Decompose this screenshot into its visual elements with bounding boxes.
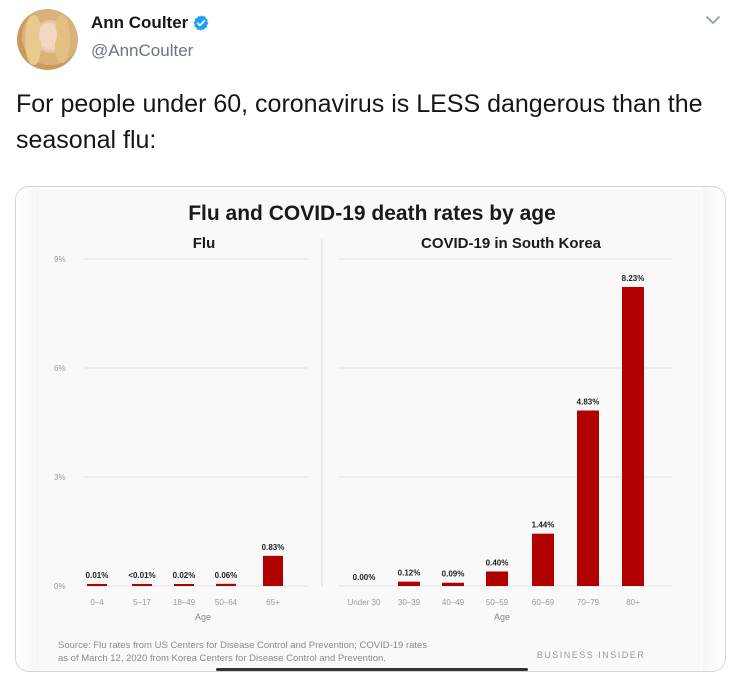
x-tick-label: 65+ bbox=[266, 598, 280, 607]
x-tick-label: 70–79 bbox=[577, 598, 600, 607]
y-tick-label: 0% bbox=[54, 582, 66, 591]
data-label: 0.09% bbox=[442, 570, 465, 579]
x-tick-label: Under 30 bbox=[348, 598, 381, 607]
tweet-media-image[interactable]: Flu and COVID-19 death rates by age Flu … bbox=[15, 186, 726, 672]
x-tick-label: 18–49 bbox=[173, 598, 196, 607]
x-tick-label: 30–39 bbox=[398, 598, 421, 607]
y-tick-label: 9% bbox=[54, 255, 66, 264]
x-tick-label: 5–17 bbox=[133, 598, 151, 607]
bar bbox=[263, 555, 283, 586]
bar bbox=[486, 571, 508, 586]
tweet-text: For people under 60, coronavirus is LESS… bbox=[16, 90, 703, 154]
display-name[interactable]: Ann Coulter bbox=[91, 13, 189, 32]
y-tick-label: 6% bbox=[54, 364, 66, 373]
bar bbox=[174, 584, 194, 586]
chevron-down-icon[interactable] bbox=[705, 14, 721, 26]
chart-title: Flu and COVID-19 death rates by age bbox=[188, 202, 556, 225]
bar bbox=[398, 581, 420, 586]
data-label: 0.40% bbox=[486, 558, 509, 567]
x-axis-label: Age bbox=[195, 612, 211, 622]
brand-logo: BUSINESS INSIDER bbox=[537, 650, 646, 660]
data-label: 8.23% bbox=[622, 274, 645, 283]
data-label: <0.01% bbox=[128, 571, 155, 580]
bar bbox=[216, 583, 236, 586]
avatar-hair bbox=[25, 15, 41, 65]
death-rate-chart: Flu and COVID-19 death rates by age Flu … bbox=[54, 202, 672, 664]
chart-source-line-2: as of March 12, 2020 from Korea Centers … bbox=[58, 653, 386, 664]
x-tick-label: 50–64 bbox=[215, 598, 238, 607]
user-handle[interactable]: @AnnCoulter bbox=[91, 41, 194, 60]
media-scroll-indicator bbox=[216, 668, 528, 671]
x-tick-label: 50–59 bbox=[486, 598, 509, 607]
data-label: 4.83% bbox=[577, 398, 600, 407]
chart-source-line-1: Source: Flu rates from US Centers for Di… bbox=[58, 640, 427, 651]
data-label: 0.12% bbox=[398, 569, 421, 578]
bar bbox=[132, 584, 152, 586]
avatar-hair bbox=[55, 15, 70, 63]
avatar-face bbox=[39, 23, 57, 47]
x-axis-label: Age bbox=[494, 612, 510, 622]
panel-title-covid: COVID-19 in South Korea bbox=[421, 235, 602, 252]
x-tick-label: 0–4 bbox=[90, 598, 104, 607]
data-label: 1.44% bbox=[532, 521, 555, 530]
data-label: 0.02% bbox=[173, 571, 196, 580]
bar bbox=[622, 286, 644, 586]
data-label: 0.01% bbox=[86, 571, 109, 580]
bar bbox=[532, 533, 554, 586]
bar bbox=[87, 584, 107, 586]
data-label: 0.06% bbox=[215, 571, 238, 580]
data-label: 0.83% bbox=[262, 543, 285, 552]
verified-badge-icon bbox=[193, 15, 209, 31]
x-tick-label: 80+ bbox=[626, 598, 640, 607]
x-tick-label: 40–49 bbox=[442, 598, 465, 607]
bar bbox=[577, 410, 599, 586]
y-tick-label: 3% bbox=[54, 473, 66, 482]
data-label: 0.00% bbox=[353, 573, 376, 582]
x-tick-label: 60–69 bbox=[532, 598, 555, 607]
bar bbox=[442, 582, 464, 586]
author-name-row: Ann Coulter bbox=[91, 13, 210, 33]
panel-title-flu: Flu bbox=[193, 235, 216, 252]
avatar[interactable] bbox=[17, 9, 78, 70]
